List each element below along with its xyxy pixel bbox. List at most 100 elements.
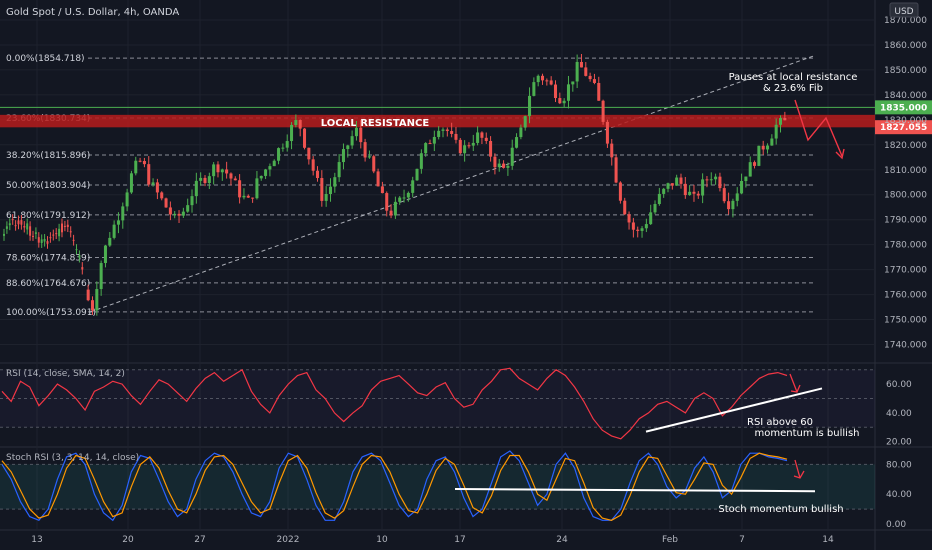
candle-body [653,204,657,213]
price-tick-label: 1770.000 [884,266,927,276]
price-tick-label: 1820.000 [884,141,927,151]
candle-body [627,214,631,223]
candle-body [341,149,345,163]
candle-body [138,160,142,162]
rsi-tick-label: 20.00 [886,438,912,448]
price-tick-label: 1780.000 [884,241,927,251]
price-tick-label: 1790.000 [884,216,927,226]
candle-body [411,180,415,193]
currency-button[interactable] [889,2,919,18]
candle-body [502,163,506,168]
candle-body [8,223,11,226]
candle-body [549,80,553,85]
candle-body [186,205,190,212]
candle-body [46,241,49,244]
candle-body [783,118,787,121]
candle-body [718,176,722,189]
rsi-down-arrow [789,373,801,393]
candle-body [389,210,393,216]
candle-body [376,171,380,187]
candle-body [303,128,307,148]
candle-body [463,145,467,154]
candle-body [385,193,389,211]
candle-body [437,130,441,137]
resistance-zone[interactable]: LOCAL RESISTANCE 1835.000 1827.055 [0,100,932,135]
candle-body [363,142,367,158]
candle-body [164,198,168,208]
price-tick-label: 1750.000 [884,316,927,326]
resistance-zone-label: LOCAL RESISTANCE [321,118,430,129]
candle-body [454,133,458,140]
candle-body [281,147,285,149]
candle-body [63,225,66,227]
candle-body [238,180,242,198]
candle-body [558,98,562,104]
candle-body [748,162,752,177]
rsi-trendline [645,387,823,433]
candle-body [662,188,666,194]
candle-body [450,131,454,134]
candle-body [631,222,635,230]
annotations: Pauses at local resistance & 23.6% Fib RSI… [454,72,860,515]
candle-body [415,168,419,181]
candle-body [675,177,679,186]
candle-body [614,157,618,183]
price-axis: 1870.000 1860.000 1850.000 1840.000 1830.000… [884,16,927,351]
candle-body [649,212,653,225]
candle-body [571,81,575,85]
candle-body [272,160,276,167]
stoch-down-arrow [793,459,805,479]
stoch-title: Stoch RSI (3, 3, 14, 14, close) [6,453,139,463]
candle-body [72,239,75,241]
candle-body [731,200,735,210]
candle-body [523,116,527,128]
price-tick-label: 1740.000 [884,341,927,351]
candle-body [121,206,125,221]
candle-body [506,165,510,168]
resistance-price-tag [875,100,932,115]
time-tick-label: 7 [739,535,745,545]
rsi-annotation-line: momentum is bullish [754,428,859,439]
candle-body [328,186,332,195]
candle-body [584,67,588,76]
candle-body [419,153,423,169]
candle-body [268,166,272,170]
time-tick-label: 17 [454,535,465,545]
price-annotation-line: Pauses at local resistance [729,72,858,83]
candle-body [575,61,579,82]
candle-body [497,163,501,168]
candle-body [17,220,20,225]
stoch-tick-label: 80.00 [886,460,912,470]
candle-body [359,127,363,143]
candle-body [636,229,640,231]
candle-body [393,201,397,216]
candle-body [714,176,718,180]
price-tick-label: 1860.000 [884,41,927,51]
candle-body [5,226,8,229]
stoch-rsi-pane: 80.00 40.00 0.00 Stoch RSI (3, 3, 14, 14, c… [0,450,912,530]
candle-body [484,137,488,141]
candle-body [566,84,570,101]
candle-body [476,132,480,143]
candle-body [75,249,78,251]
candle-body [493,156,497,168]
candle-body [761,145,765,150]
candle-body [246,195,250,198]
candle-body [579,61,583,68]
candle-body [610,143,614,158]
candle-body [298,120,302,129]
rsi-pane: 60.00 40.00 20.00 RSI (14, close, SMA, 14, … [0,367,912,448]
candle-body [233,178,237,181]
ascending-trendline [89,55,814,313]
candle-body [774,124,778,139]
candle-body [147,164,151,185]
candle-body [380,186,384,194]
candle-body [155,182,159,193]
price-tick-label: 1840.000 [884,91,927,101]
candle-body [11,219,14,221]
candle-body [199,177,203,181]
candle-body [160,192,164,199]
stoch-band [0,464,875,510]
candle-body [242,195,246,198]
